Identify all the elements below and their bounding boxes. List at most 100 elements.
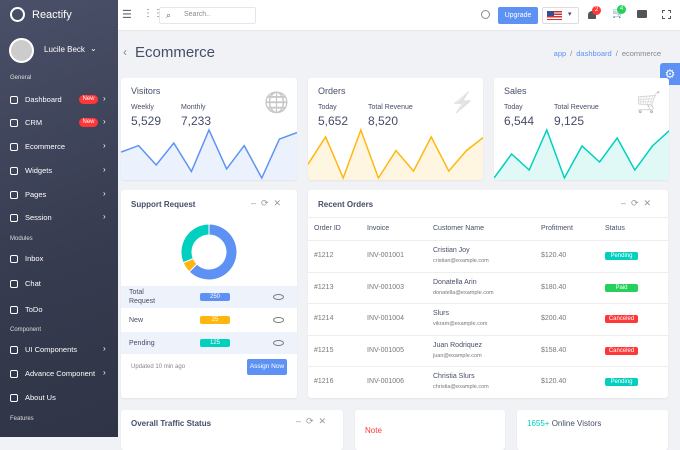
sparkline-line (308, 127, 483, 180)
card-title: 1655+ Online Vistors (527, 419, 601, 428)
nav-icon (10, 96, 18, 104)
column-header: Invoice (367, 225, 390, 232)
breadcrumb-item[interactable]: dashboard (576, 49, 612, 58)
search-placeholder: Search.. (184, 11, 211, 18)
customer-name: Christia Slurs (433, 373, 475, 380)
nav-item[interactable]: About Us (25, 393, 56, 402)
separator: / (570, 49, 573, 58)
stat-icon: ⚡ (450, 92, 475, 114)
nav-item[interactable]: Ecommerce (25, 142, 66, 151)
customer-name: Donatella Arin (433, 278, 477, 286)
nav-arrow: › (103, 165, 106, 174)
row-divider (308, 303, 668, 304)
online-count: 1655+ (527, 419, 550, 428)
avatar[interactable] (9, 38, 34, 63)
nav-item[interactable]: ToDo (25, 305, 43, 314)
customer-email: cristian@example.com (433, 258, 489, 264)
bell-icon[interactable] (588, 11, 596, 19)
nav-item[interactable]: Session (25, 213, 52, 222)
status-badge: Pending (605, 378, 638, 386)
profit: $120.40 (541, 378, 567, 385)
nav-item[interactable]: UI Components (25, 345, 78, 354)
nav-icon (10, 394, 18, 402)
customer-email: donatella@example.com (433, 289, 494, 296)
column-header: Status (605, 225, 625, 232)
nav-icon (10, 191, 18, 199)
assign-button[interactable]: Assign Now (247, 359, 287, 375)
nav-item[interactable]: Dashboard (25, 95, 62, 104)
nav-item[interactable]: Widgets (25, 166, 53, 175)
menu-icon[interactable]: ☰ (122, 9, 132, 21)
nav-icon (10, 255, 18, 263)
sparkline (308, 127, 483, 180)
search-box[interactable]: ⌕ Search.. (159, 7, 256, 24)
card-title: Support Request (131, 200, 196, 209)
language-select[interactable]: ▾ (542, 7, 579, 24)
card-title: Note (365, 426, 382, 435)
notification-count: 2 (592, 6, 601, 15)
legend-value: 250 (200, 293, 230, 301)
card-tools[interactable]: – ⟳ ✕ (296, 416, 327, 426)
profit: $158.40 (541, 346, 567, 354)
view-icon[interactable] (273, 294, 284, 300)
metric-label: Monthly (181, 104, 206, 111)
metric-value: 8,520 (368, 114, 399, 128)
legend-value: 125 (200, 339, 230, 347)
metric-value: 5,529 (131, 114, 162, 128)
sparkline (121, 128, 297, 180)
order-id: #1212 (314, 252, 334, 259)
nav-arrow: › (103, 212, 106, 221)
breadcrumb-item[interactable]: app (553, 49, 567, 58)
view-icon[interactable] (273, 340, 284, 346)
apps-icon[interactable]: ⋮⋮ (143, 8, 163, 19)
status-badge: Canceled (605, 346, 638, 355)
invoice: INV-001003 (367, 283, 404, 291)
view-icon[interactable] (273, 317, 284, 323)
order-id: #1216 (314, 378, 334, 385)
nav-item[interactable]: Pages (25, 190, 47, 199)
back-icon[interactable]: ‹ (123, 45, 127, 59)
user-name[interactable]: Lucile Beck (44, 45, 85, 54)
invoice: INV-001005 (367, 346, 404, 354)
traffic-card: Overall Traffic Status – ⟳ ✕ (121, 410, 343, 450)
nav-icon (10, 346, 18, 354)
sparkline-line (121, 128, 297, 180)
nav-arrow: › (103, 141, 106, 150)
customer-name: Cristian Joy (433, 247, 470, 254)
stat-card: Sales 🛒 Today 6,544 Total Revenue 9,125 (494, 78, 669, 180)
cart-icon[interactable]: 🛒 (612, 8, 625, 19)
invoice: INV-001001 (367, 252, 404, 259)
fullscreen-icon[interactable] (662, 10, 671, 19)
card-title: Recent Orders (318, 200, 374, 209)
nav-item[interactable]: Chat (25, 279, 41, 288)
profit: $200.40 (541, 315, 567, 322)
section-title: Component (10, 327, 42, 333)
chat-icon[interactable] (637, 10, 647, 18)
section-title: Features (10, 416, 34, 422)
separator: / (615, 49, 618, 58)
column-header: Profitment (541, 225, 573, 232)
info-icon[interactable] (481, 10, 490, 19)
upgrade-button[interactable]: Upgrade (498, 7, 538, 24)
breadcrumb: app / dashboard / ecommerce (554, 49, 661, 58)
donut-slice (188, 223, 238, 281)
order-id: #1214 (314, 315, 334, 322)
nav-arrow: › (103, 344, 106, 353)
sparkline (494, 127, 669, 180)
orders-card: Recent Orders – ⟳ ✕ Order ID Invoice Custome… (308, 190, 668, 398)
logo (10, 7, 25, 22)
nav-item[interactable]: Inbox (25, 254, 44, 263)
sidebar: Reactify Lucile Beck ⌄ General Dashboard N… (0, 0, 118, 437)
card-tools[interactable]: – ⟳ ✕ (621, 198, 652, 208)
card-tools[interactable]: – ⟳ ✕ (251, 198, 282, 208)
sparkline-area (121, 130, 297, 180)
stat-card: Visitors 🌐 Weekly 5,529 Monthly 7,233 (121, 78, 297, 180)
stat-card: Orders ⚡ Today 5,652 Total Revenue 8,520 (308, 78, 483, 180)
nav-icon (10, 214, 18, 222)
nav-item[interactable]: Advance Component (25, 369, 96, 378)
nav-item[interactable]: CRM (25, 118, 43, 127)
nav-badge: New (79, 118, 98, 127)
sparkline-area (494, 130, 669, 180)
stat-icon: 🌐 (264, 92, 289, 114)
